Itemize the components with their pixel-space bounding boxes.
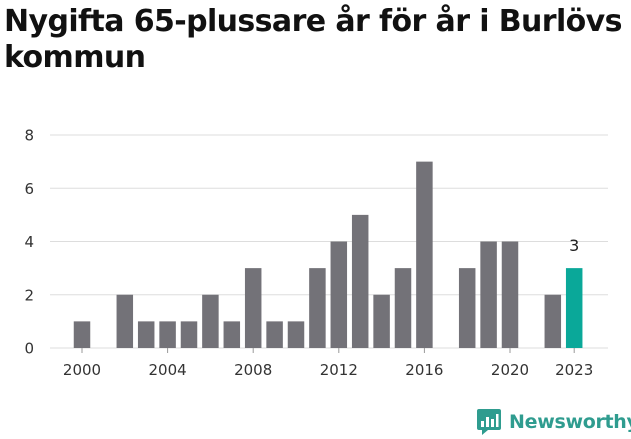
- bar-2020: [501, 241, 519, 348]
- bar-2003: [137, 321, 155, 348]
- bar-2013: [351, 214, 369, 348]
- gridlines: [50, 134, 608, 349]
- newsworthy-chart-icon: [477, 409, 501, 435]
- bar-2018: [458, 268, 476, 348]
- y-tick-label: 8: [24, 127, 34, 145]
- newsworthy-logo[interactable]: Newsworthy: [476, 408, 631, 436]
- x-axis-ticks: 2000 2004 2008 2012 2016 2020 2023: [63, 348, 593, 379]
- bar-2007: [223, 321, 241, 348]
- x-tick-label: 2004: [149, 361, 187, 379]
- bar-2010: [287, 321, 305, 348]
- y-tick-label: 0: [24, 340, 34, 358]
- chart-title: Nygifta 65-plussare år för år i Burlövs …: [4, 4, 622, 75]
- y-tick-label: 2: [24, 286, 34, 304]
- bar-2000: [73, 321, 91, 348]
- y-axis-ticks: 0 2 4 6 8: [24, 127, 34, 358]
- x-tick-label: 2023: [555, 361, 593, 379]
- data-label-2023: 3: [569, 236, 579, 255]
- bar-2022: [544, 294, 562, 348]
- bar-2006: [202, 294, 219, 348]
- bar-2004: [159, 321, 176, 348]
- bar-2012: [330, 241, 348, 348]
- bar-2005: [180, 321, 198, 348]
- bar-2011: [309, 268, 326, 348]
- bar-2016: [416, 161, 433, 348]
- y-tick-label: 6: [24, 180, 34, 198]
- x-tick-label: 2016: [405, 361, 443, 379]
- data-labels: 3: [569, 236, 579, 255]
- bar-2023: [565, 268, 583, 348]
- x-tick-label: 2000: [63, 361, 101, 379]
- bar-2019: [480, 241, 497, 348]
- bar-2009: [266, 321, 283, 348]
- x-tick-label: 2008: [234, 361, 272, 379]
- bars: [73, 161, 583, 348]
- x-tick-label: 2012: [320, 361, 358, 379]
- brand-name: Newsworthy: [509, 411, 631, 433]
- y-tick-label: 4: [24, 233, 34, 251]
- x-tick-label: 2020: [491, 361, 529, 379]
- bar-2002: [116, 294, 134, 348]
- bar-2008: [244, 268, 262, 348]
- bar-2014: [373, 294, 390, 348]
- bar-2015: [394, 268, 412, 348]
